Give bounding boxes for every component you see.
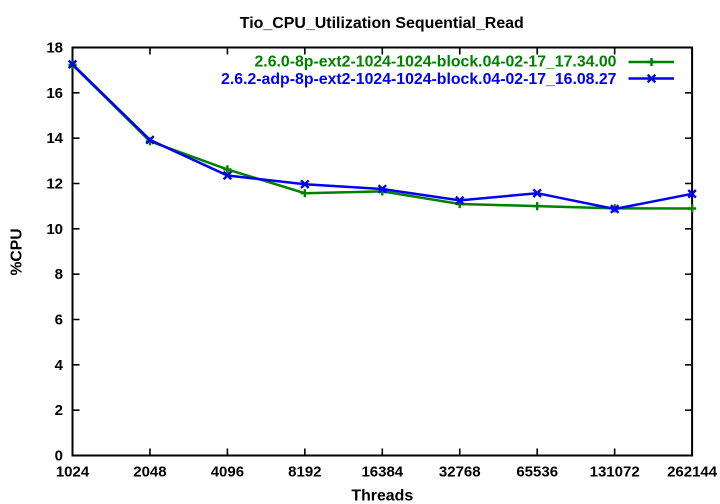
svg-text:8: 8 [55, 266, 63, 283]
svg-text:131072: 131072 [590, 464, 640, 481]
svg-text:8192: 8192 [288, 464, 321, 481]
svg-text:2.6.0-8p-ext2-1024-1024-block.: 2.6.0-8p-ext2-1024-1024-block.04-02-17_1… [254, 54, 616, 71]
svg-text:2.6.2-adp-8p-ext2-1024-1024-bl: 2.6.2-adp-8p-ext2-1024-1024-block.04-02-… [221, 71, 617, 88]
svg-text:2: 2 [55, 402, 63, 419]
svg-text:12: 12 [46, 176, 63, 193]
svg-text:65536: 65536 [516, 464, 558, 481]
svg-text:Tio_CPU_Utilization Sequential: Tio_CPU_Utilization Sequential_Read [240, 15, 524, 32]
svg-text:18: 18 [46, 40, 63, 57]
svg-text:6: 6 [55, 312, 63, 329]
svg-text:16: 16 [46, 85, 63, 102]
svg-text:16384: 16384 [361, 464, 403, 481]
svg-text:0: 0 [55, 448, 63, 465]
svg-text:1024: 1024 [56, 464, 90, 481]
svg-text:4: 4 [55, 357, 64, 374]
svg-text:4096: 4096 [211, 464, 244, 481]
svg-text:2048: 2048 [133, 464, 166, 481]
svg-text:%CPU: %CPU [8, 228, 25, 275]
svg-text:262144: 262144 [667, 464, 718, 481]
svg-text:14: 14 [46, 130, 63, 147]
svg-text:Threads: Threads [351, 487, 413, 504]
svg-text:32768: 32768 [439, 464, 481, 481]
svg-text:10: 10 [46, 221, 63, 238]
